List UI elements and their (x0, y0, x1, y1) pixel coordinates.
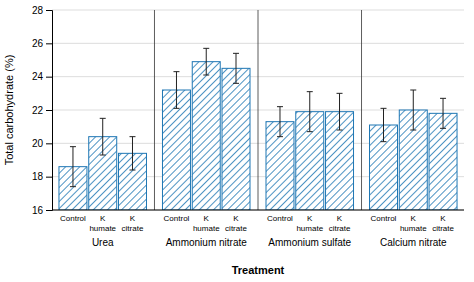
group-label: Urea (92, 237, 114, 248)
y-tick-label: 22 (32, 105, 44, 116)
y-axis-title: Total carbohydrate (%) (3, 55, 15, 166)
error-bar (70, 147, 76, 187)
error-bar (410, 90, 416, 130)
y-tick-label: 20 (32, 138, 44, 149)
plot: 16 18 20 22 24 26 28 (32, 5, 464, 216)
sub-label: Control (164, 214, 190, 223)
error-bar (440, 98, 446, 128)
y-axis-line (46, 11, 53, 211)
y-tick: 20 (32, 138, 52, 149)
y-tick: 26 (32, 38, 52, 49)
y-tick-label: 28 (32, 5, 44, 16)
sub-label: K (411, 214, 417, 223)
sub-label: humate (296, 224, 323, 233)
error-bar (381, 108, 387, 141)
sub-label: K (337, 214, 343, 223)
sub-label: Control (267, 214, 293, 223)
y-tick-label: 26 (32, 38, 44, 49)
error-bar (233, 53, 239, 83)
sub-label: K (130, 214, 136, 223)
group-divider (154, 10, 155, 210)
sub-label: K (440, 214, 446, 223)
sub-label: K (307, 214, 313, 223)
y-tick: 18 (32, 171, 52, 182)
sub-label: Control (371, 214, 397, 223)
group-divider (361, 10, 362, 210)
y-tick-mark (46, 10, 52, 11)
bar (192, 62, 220, 210)
sub-label: citrate (122, 224, 144, 233)
y-tick-mark (46, 77, 52, 78)
sub-label: K (100, 214, 106, 223)
error-bar (100, 118, 106, 155)
dividers (154, 10, 361, 210)
x-axis-line (52, 210, 464, 211)
y-tick-label: 18 (32, 171, 44, 182)
error-bar (129, 137, 135, 170)
y-tick-mark (46, 177, 52, 178)
sub-label: Control (60, 214, 86, 223)
bar (222, 68, 250, 210)
sub-label: citrate (225, 224, 247, 233)
group-label: Ammonium nitrate (166, 237, 248, 248)
group-label: Ammonium sulfate (268, 237, 351, 248)
y-tick-mark (46, 110, 52, 111)
sub-label: K (204, 214, 210, 223)
y-tick-mark (46, 43, 52, 44)
error-bar (173, 72, 179, 109)
y-tick: 28 (32, 5, 52, 16)
error-bar (277, 107, 283, 137)
y-tick: 16 (32, 205, 52, 216)
group-divider (258, 10, 259, 210)
y-tick-mark (46, 210, 52, 211)
chart: 16182022242628ControlKhumateKcitrateUrea… (0, 0, 474, 282)
error-bar (203, 48, 209, 75)
y-axis: 16 18 20 22 24 26 28 (32, 5, 53, 216)
sub-label: humate (89, 224, 116, 233)
sub-label: citrate (329, 224, 351, 233)
sub-label: citrate (432, 224, 454, 233)
marks (59, 48, 457, 210)
sub-label: K (233, 214, 239, 223)
grid (52, 10, 464, 210)
y-tick: 24 (32, 71, 52, 82)
grid-line (52, 210, 464, 211)
y-tick: 22 (32, 105, 52, 116)
group-label: Calcium nitrate (380, 237, 447, 248)
error-bar (337, 93, 343, 130)
error-bar (307, 92, 313, 132)
y-tick-label: 24 (32, 71, 44, 82)
sub-label: humate (193, 224, 220, 233)
y-tick-label: 16 (32, 205, 44, 216)
sub-label: humate (400, 224, 427, 233)
y-tick-mark (46, 143, 52, 144)
x-axis-title: Treatment (232, 264, 285, 276)
x-labels: ControlKhumateKcitrateUreaControlKhumate… (60, 214, 454, 248)
